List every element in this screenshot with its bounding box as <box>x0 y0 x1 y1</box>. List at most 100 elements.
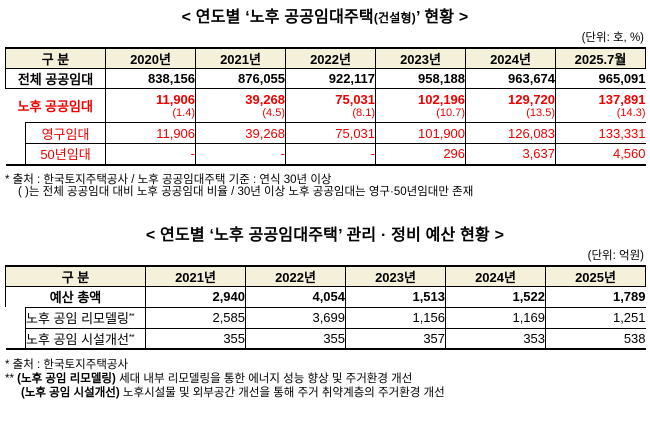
table1-title-main: < 연도별 ‘노후 공공임대주택 <box>181 9 374 26</box>
footnote-term: (노후 공임 리모델링) <box>17 373 116 385</box>
table1-footnotes: * 출처 : 한국토지주택공사 / 노후 공공임대주택 기준 : 연식 30년 … <box>5 174 650 199</box>
cell-value: 353 <box>445 327 547 350</box>
table2-title: < 연도별 ‘노후 공공임대주택’ 관리 · 정비 예산 현황 > <box>145 226 505 244</box>
row-label-total-public-rental: 전체 공공임대 <box>4 68 107 89</box>
row-label-50yr-rental: 50년임대 <box>24 143 107 165</box>
cell-value: 355 <box>145 327 247 350</box>
cell-value: 39,268 <box>245 92 286 107</box>
cell-value: - <box>195 143 287 165</box>
row-label-permanent-rental: 영구임대 <box>24 122 107 144</box>
cell-percent: (13.5) <box>526 107 556 119</box>
cell-value: 1,513 <box>345 285 447 308</box>
cell-value: 876,055 <box>195 68 287 89</box>
table2-row-remodeling: 노후 공임 리모델링** 2,585 3,699 1,156 1,169 1,2… <box>5 306 646 349</box>
table1-col-header: 구 분 <box>4 47 107 69</box>
cell-value-with-pct: 75,031 (8.1) <box>285 88 377 123</box>
cell-value: 4,560 <box>555 143 646 165</box>
footnote-source: * 출처 : 한국토지주택공사 / 노후 공공임대주택 기준 : 연식 30년 … <box>5 173 332 186</box>
table2-col-header: 구 분 <box>4 265 147 287</box>
cell-percent: (1.4) <box>172 107 196 119</box>
table2-col-header: 2025년 <box>545 265 647 287</box>
table1-row-total: 전체 공공임대 838,156 876,055 922,117 958,188 … <box>4 68 646 89</box>
cell-value: 355 <box>245 327 347 350</box>
cell-value: 101,900 <box>375 122 467 144</box>
cell-percent: (4.5) <box>262 107 286 119</box>
cell-value: 39,268 <box>195 122 287 144</box>
cell-value: - <box>285 143 377 165</box>
cell-value: 1,169 <box>445 306 547 329</box>
footnote-text: 세대 내부 리모델링을 통한 에너지 성능 향상 및 주거환경 개선 <box>119 373 413 385</box>
cell-percent: (8.1) <box>352 107 376 119</box>
row-label-text: 노후 공임 시설개선 <box>26 331 129 347</box>
document: < 연도별 ‘노후 공공임대주택(건설형)’ 현황 > (단위: 호, %) 구… <box>0 8 650 400</box>
cell-value: 838,156 <box>105 68 197 89</box>
table1-row-permanent-rental: 영구임대 11,906 39,268 75,031 101,900 126,08… <box>5 122 646 165</box>
row-label-budget-total: 예산 총액 <box>4 285 147 307</box>
table1-unit-label: (단위: 호, %) <box>581 32 644 44</box>
cell-value-with-pct: 102,196 (10.7) <box>375 88 467 123</box>
row-label-facility-improvement: 노후 공임 시설개선** <box>24 327 147 350</box>
cell-percent: (14.3) <box>616 107 646 119</box>
table2-budget-status: 구 분 2021년 2022년 2023년 2024년 2025년 예산 총액 … <box>4 264 647 350</box>
cell-value: 133,331 <box>555 122 646 144</box>
cell-value: 1,522 <box>445 285 547 308</box>
cell-value: 129,720 <box>508 92 556 107</box>
table2-row-facility-improvement: 노후 공임 시설개선** 355 355 357 353 538 <box>6 327 646 350</box>
table2-col-header: 2023년 <box>345 265 447 287</box>
table1-housing-status: 구 분 2020년 2021년 2022년 2023년 2024년 2025.7… <box>4 47 647 166</box>
cell-value: 137,891 <box>598 92 646 107</box>
table1-col-header: 2020년 <box>105 47 197 69</box>
cell-value: 922,117 <box>285 68 377 89</box>
footnote-marker: ** <box>5 373 14 385</box>
table2-row-budget-total: 예산 총액 2,940 4,054 1,513 1,522 1,789 <box>4 285 646 308</box>
cell-value: 75,031 <box>335 92 376 107</box>
footnote-source: * 출처 : 한국토지주택공사 <box>5 359 129 371</box>
cell-value-with-pct: 11,906 (1.4) <box>105 88 197 123</box>
indent-spacer-cell <box>5 122 26 165</box>
cell-value: 3,699 <box>245 306 347 329</box>
indent-spacer-cell <box>5 307 26 349</box>
cell-value: 102,196 <box>418 92 466 107</box>
table1-row-50yr-rental: 50년임대 - - - 296 3,637 4,560 <box>6 143 646 165</box>
table1-title-tail: ’ 현황 > <box>415 9 469 26</box>
cell-value: 296 <box>375 143 467 165</box>
cell-value: 357 <box>345 327 447 350</box>
cell-value-with-pct: 137,891 (14.3) <box>555 88 646 123</box>
cell-value: 965,091 <box>555 68 646 89</box>
footnote-marker: ** <box>128 332 135 342</box>
cell-value: 1,251 <box>545 306 646 329</box>
cell-value: 1,156 <box>345 306 447 329</box>
cell-value: 538 <box>545 327 646 350</box>
footnote-remodeling-definition: ** (노후 공임 리모델링) 세대 내부 리모델링을 통한 에너지 성능 향상… <box>5 372 650 386</box>
cell-value: 11,906 <box>155 92 196 107</box>
table1-col-header: 2024년 <box>465 47 557 69</box>
cell-value: 3,637 <box>465 143 557 165</box>
cell-value: 4,054 <box>245 285 347 308</box>
cell-value: - <box>105 143 197 165</box>
cell-value: 958,188 <box>375 68 467 89</box>
row-label-old-public-rental: 노후 공공임대 <box>5 88 107 123</box>
cell-percent: (10.7) <box>436 107 466 119</box>
cell-value: 11,906 <box>105 122 197 144</box>
footnote-term: (노후 공임 시설개선) <box>21 387 120 399</box>
footnote-parenthesis-meaning: ( )는 전체 공공임대 대비 노후 공공임대 비율 / 30년 이상 노후 공… <box>18 186 474 198</box>
table2-unit-label: (단위: 억원) <box>587 249 644 262</box>
table2-footnotes: * 출처 : 한국토지주택공사 ** (노후 공임 리모델링) 세대 내부 리모… <box>5 358 650 400</box>
table2-col-header: 2022년 <box>245 265 347 287</box>
footnote-text: 노후시설물 및 외부공간 개선을 통해 주거 취약계층의 주거환경 개선 <box>122 387 445 399</box>
row-label-remodeling: 노후 공임 리모델링** <box>24 306 147 329</box>
table1-row-old-rental: 노후 공공임대 11,906 (1.4) 39,268 (4.5) 75,031 (8… <box>5 88 646 123</box>
table2-header-row: 구 분 2021년 2022년 2023년 2024년 2025년 <box>4 265 647 287</box>
table1-col-header: 2022년 <box>285 47 377 69</box>
cell-value: 75,031 <box>285 122 377 144</box>
cell-value: 126,083 <box>465 122 557 144</box>
cell-value: 1,789 <box>545 285 646 308</box>
row-label-text: 노후 공임 리모델링 <box>26 311 129 326</box>
table2-col-header: 2024년 <box>445 265 547 287</box>
footnote-marker: ** <box>128 312 135 321</box>
cell-value: 2,585 <box>145 306 247 329</box>
table1-col-header: 2023년 <box>375 47 467 69</box>
cell-value: 2,940 <box>145 285 247 308</box>
table2-col-header: 2021년 <box>145 265 247 287</box>
cell-value-with-pct: 129,720 (13.5) <box>465 88 557 123</box>
